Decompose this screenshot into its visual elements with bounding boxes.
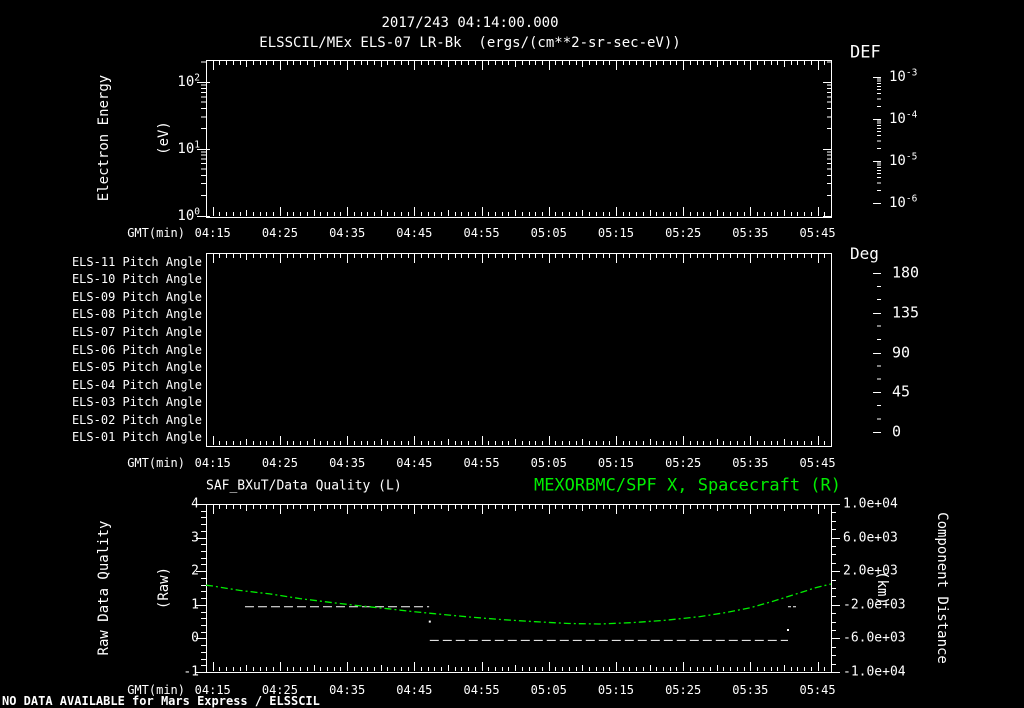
y-axis-label-line: Component Distance bbox=[934, 512, 950, 664]
y-axis-label-line: Electron Energy bbox=[96, 74, 112, 202]
time-tick-label: 04:45 bbox=[396, 226, 433, 240]
distance-tick-label: -6.0e+03 bbox=[843, 630, 906, 646]
def-colorbar-gradient bbox=[849, 77, 881, 203]
deg-tick-label: 90 bbox=[892, 343, 911, 361]
def-tick-label: 10-3 bbox=[889, 67, 918, 85]
pitch-row-label: ELS-06 Pitch Angle bbox=[71, 342, 202, 357]
time-tick-label: 04:15 bbox=[194, 226, 231, 240]
time-tick-label: 04:35 bbox=[329, 226, 366, 240]
y-axis-label-line: Raw Data Quality bbox=[96, 520, 112, 656]
y-axis-label-component-distance: Component Distance (km) bbox=[832, 463, 992, 708]
plot-title-instrument: ELSSCIL/MEx ELS-07 LR-Bk (ergs/(cm**2-sr… bbox=[259, 35, 681, 51]
distance-tick-label: 2.0e+03 bbox=[843, 563, 898, 579]
time-tick-label: 05:15 bbox=[597, 226, 634, 240]
energy-tick-label: 100 bbox=[177, 205, 200, 224]
time-tick-label: 05:25 bbox=[665, 226, 702, 240]
y-axis-label-line: (km) bbox=[874, 571, 890, 605]
deg-tick-label: 45 bbox=[892, 382, 911, 401]
distance-tick-label: 1.0e+04 bbox=[843, 496, 898, 512]
quality-tick-label: 2 bbox=[191, 563, 199, 579]
time-tick-label: 04:45 bbox=[396, 456, 433, 470]
pitch-row-label: ELS-11 Pitch Angle bbox=[71, 254, 202, 269]
time-tick-label: 05:45 bbox=[799, 226, 836, 240]
time-tick-label: 05:25 bbox=[665, 456, 702, 470]
pitch-row-label: ELS-05 Pitch Angle bbox=[71, 360, 202, 375]
bottom-panel-title-left: SAF_BXuT/Data Quality (L) bbox=[206, 478, 402, 494]
time-tick-label: 05:05 bbox=[530, 683, 567, 697]
pitch-row-label: ELS-07 Pitch Angle bbox=[71, 324, 202, 339]
quality-tick-label: 1 bbox=[191, 597, 199, 613]
distance-tick-label: -1.0e+04 bbox=[843, 664, 906, 680]
deg-colorbar-title: Deg bbox=[850, 244, 879, 263]
time-tick-label: 05:45 bbox=[799, 683, 836, 697]
time-tick-label: 04:35 bbox=[329, 683, 366, 697]
pitch-row-label: ELS-10 Pitch Angle bbox=[71, 272, 202, 287]
time-tick-label: 04:35 bbox=[329, 456, 366, 470]
bottom-panel-title-right: MEXORBMC/SPF X, Spacecraft (R) bbox=[533, 475, 841, 496]
time-tick-label: 04:25 bbox=[261, 456, 298, 470]
pitch-row-label: ELS-01 Pitch Angle bbox=[71, 430, 202, 445]
quality-tick-label: 3 bbox=[191, 530, 199, 546]
y-axis-label-raw-data-quality: Raw Data Quality (Raw) bbox=[54, 463, 214, 708]
def-tick-label: 10-6 bbox=[889, 193, 918, 211]
time-tick-label: 05:45 bbox=[799, 456, 836, 470]
pitch-row-label: ELS-08 Pitch Angle bbox=[71, 307, 202, 322]
time-tick-label: 04:15 bbox=[194, 683, 231, 697]
time-tick-label: 04:55 bbox=[463, 226, 500, 240]
distance-tick-label: -2.0e+03 bbox=[843, 597, 906, 613]
deg-tick-label: 0 bbox=[892, 422, 902, 441]
energy-tick-label: 102 bbox=[177, 72, 200, 90]
deg-tick-label: 180 bbox=[892, 263, 920, 282]
time-tick-label: 05:05 bbox=[530, 226, 567, 240]
time-tick-label: 04:55 bbox=[463, 456, 500, 470]
x-axis-caption-middle: GMT(min) bbox=[127, 456, 185, 470]
deg-tick-label: 135 bbox=[892, 303, 920, 322]
pitch-row-label: ELS-02 Pitch Angle bbox=[71, 412, 202, 427]
x-axis-caption-top: GMT(min) bbox=[127, 226, 185, 240]
time-tick-label: 04:55 bbox=[463, 683, 500, 697]
time-tick-label: 05:35 bbox=[732, 683, 769, 697]
distance-tick-label: 6.0e+03 bbox=[843, 530, 898, 546]
time-tick-label: 05:05 bbox=[530, 456, 567, 470]
deg-colorbar-gradient bbox=[849, 273, 881, 432]
time-tick-label: 05:15 bbox=[597, 683, 634, 697]
time-tick-label: 04:25 bbox=[261, 683, 298, 697]
quality-tick-label: 4 bbox=[191, 496, 199, 512]
x-axis-caption-bottom: GMT(min) bbox=[127, 683, 185, 697]
pitch-row-label: ELS-04 Pitch Angle bbox=[71, 377, 202, 392]
plot-title-datetime: 2017/243 04:14:00.000 bbox=[381, 15, 559, 31]
quality-tick-label: -1 bbox=[183, 664, 199, 680]
time-tick-label: 04:45 bbox=[396, 683, 433, 697]
time-tick-label: 04:25 bbox=[261, 226, 298, 240]
time-tick-label: 05:35 bbox=[732, 226, 769, 240]
time-tick-label: 05:15 bbox=[597, 456, 634, 470]
time-tick-label: 04:15 bbox=[194, 456, 231, 470]
energy-tick-label: 101 bbox=[177, 139, 200, 157]
def-colorbar-title: DEF bbox=[850, 42, 881, 63]
quality-tick-label: 0 bbox=[191, 630, 199, 646]
y-axis-label-line: (Raw) bbox=[156, 566, 172, 610]
def-tick-label: 10-5 bbox=[889, 151, 918, 169]
time-tick-label: 05:35 bbox=[732, 456, 769, 470]
pitch-row-label: ELS-09 Pitch Angle bbox=[71, 289, 202, 304]
no-data-message: NO DATA AVAILABLE for Mars Express / ELS… bbox=[2, 694, 320, 708]
def-tick-label: 10-4 bbox=[889, 109, 918, 127]
time-tick-label: 05:25 bbox=[665, 683, 702, 697]
pitch-row-label: ELS-03 Pitch Angle bbox=[71, 395, 202, 410]
